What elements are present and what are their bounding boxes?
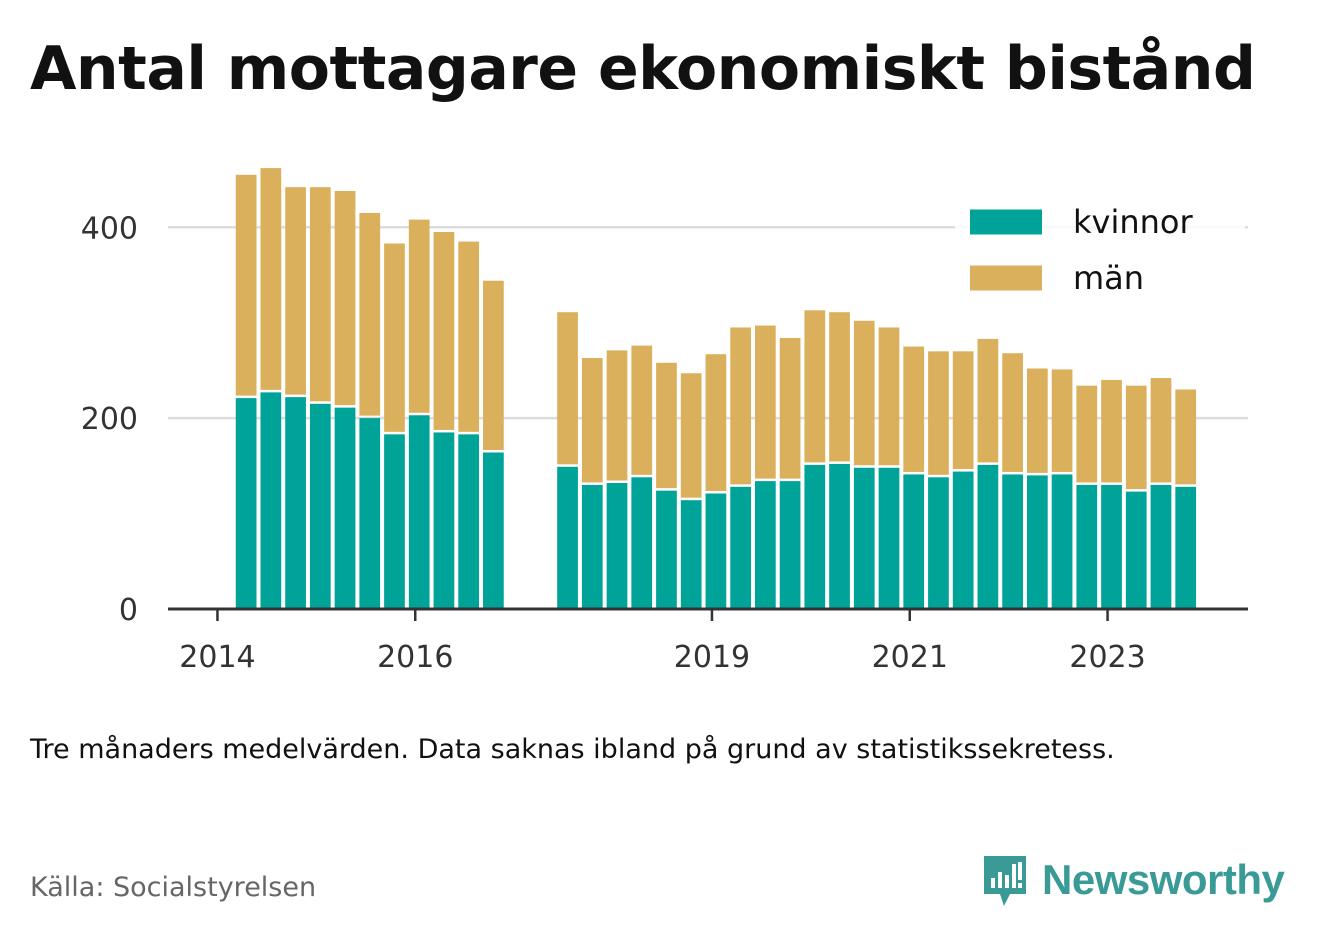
x-tick-label: 2016 xyxy=(377,640,453,675)
bar-kvinnor xyxy=(408,415,430,609)
bar-kvinnor xyxy=(705,493,727,609)
bar-man xyxy=(309,187,331,402)
bar-kvinnor xyxy=(285,397,306,609)
bar-kvinnor xyxy=(309,403,331,609)
bar-kvinnor xyxy=(1051,474,1073,609)
bar-man xyxy=(878,327,900,466)
bar-man xyxy=(952,351,974,470)
bar-kvinnor xyxy=(483,452,504,609)
legend-label: män xyxy=(1073,259,1144,297)
bar-man xyxy=(977,338,999,463)
bar-man xyxy=(829,312,850,462)
bar-man xyxy=(260,168,282,390)
bar-kvinnor xyxy=(1175,486,1197,609)
bar-man xyxy=(779,337,801,479)
bar-man xyxy=(680,373,702,498)
bar-kvinnor xyxy=(359,418,381,609)
bar-kvinnor xyxy=(928,477,949,609)
bar-man xyxy=(1002,353,1023,472)
bar-kvinnor xyxy=(1150,484,1172,609)
bar-kvinnor xyxy=(1076,484,1098,609)
legend: kvinnor män xyxy=(955,190,1245,310)
bar-kvinnor xyxy=(853,467,875,609)
y-tick-label: 0 xyxy=(119,593,138,628)
bar-kvinnor xyxy=(903,474,925,609)
bar-kvinnor xyxy=(557,466,578,609)
bar-kvinnor xyxy=(977,464,999,609)
chart-note: Tre månaders medelvärden. Data saknas ib… xyxy=(30,734,1115,765)
bar-man xyxy=(606,350,628,481)
bar-man xyxy=(433,232,455,430)
bar-man xyxy=(755,325,776,479)
bar-man xyxy=(1101,379,1122,483)
brand-name: Newsworthy xyxy=(1042,856,1285,903)
bar-man xyxy=(804,310,826,463)
source-label: Källa: Socialstyrelsen xyxy=(30,872,317,903)
bar-man xyxy=(853,320,875,466)
bar-man xyxy=(581,358,603,483)
bar-man xyxy=(705,354,727,492)
y-tick-label: 200 xyxy=(81,402,138,437)
bar-man xyxy=(1175,389,1197,485)
bar-man xyxy=(1150,378,1172,483)
y-tick-label: 400 xyxy=(81,211,138,246)
bar-kvinnor xyxy=(680,500,702,609)
bar-man xyxy=(334,190,356,406)
bar-kvinnor xyxy=(581,484,603,609)
bar-kvinnor xyxy=(606,483,628,609)
bar-man xyxy=(656,362,677,489)
legend-swatch xyxy=(970,265,1042,291)
bar-kvinnor xyxy=(1026,475,1048,609)
bar-kvinnor xyxy=(829,463,850,609)
bar-kvinnor xyxy=(952,471,974,609)
bar-kvinnor xyxy=(433,432,455,609)
bar-man xyxy=(730,327,751,485)
stacked-bar-chart: 0 200 400 2014 2016 2019 2021 2023 kvinnor män xyxy=(81,168,1248,675)
bar-kvinnor xyxy=(779,481,801,609)
bar-man xyxy=(458,241,480,432)
x-tick-label: 2021 xyxy=(872,640,948,675)
x-tick-label: 2019 xyxy=(674,640,750,675)
bar-man xyxy=(483,280,504,450)
bar-kvinnor xyxy=(755,481,776,609)
axes: 0 200 400 2014 2016 2019 2021 2023 xyxy=(81,211,1248,675)
bar-man xyxy=(903,346,925,472)
chart-title: Antal mottagare ekonomiskt bistånd xyxy=(30,34,1256,104)
x-tick-label: 2014 xyxy=(179,640,255,675)
bar-man xyxy=(1125,385,1147,490)
bar-man xyxy=(235,174,257,396)
bar-kvinnor xyxy=(260,392,282,609)
bar-kvinnor xyxy=(730,486,751,609)
bar-kvinnor xyxy=(384,434,405,609)
bar-kvinnor xyxy=(458,434,480,609)
bar-man xyxy=(928,351,949,475)
bar-kvinnor xyxy=(1125,491,1147,609)
bar-kvinnor xyxy=(656,490,677,609)
bar-man xyxy=(1051,369,1073,472)
bar-kvinnor xyxy=(235,398,257,609)
bars xyxy=(235,168,1197,609)
bar-man xyxy=(359,212,381,416)
bar-man xyxy=(384,243,405,432)
legend-swatch xyxy=(970,209,1042,235)
bar-kvinnor xyxy=(878,467,900,609)
legend-label: kvinnor xyxy=(1073,203,1194,241)
x-tick-label: 2023 xyxy=(1069,640,1145,675)
bar-kvinnor xyxy=(334,407,356,609)
newsworthy-logo-icon xyxy=(984,856,1026,906)
bar-kvinnor xyxy=(804,464,826,609)
bar-kvinnor xyxy=(1002,474,1023,609)
bar-kvinnor xyxy=(631,477,653,609)
bar-kvinnor xyxy=(1101,484,1122,609)
bar-man xyxy=(1026,368,1048,473)
bar-man xyxy=(1076,385,1098,483)
bar-man xyxy=(408,219,430,413)
bar-man xyxy=(285,187,306,395)
bar-man xyxy=(631,345,653,475)
bar-man xyxy=(557,312,578,465)
newsworthy-brand[interactable]: Newsworthy xyxy=(980,850,1285,910)
